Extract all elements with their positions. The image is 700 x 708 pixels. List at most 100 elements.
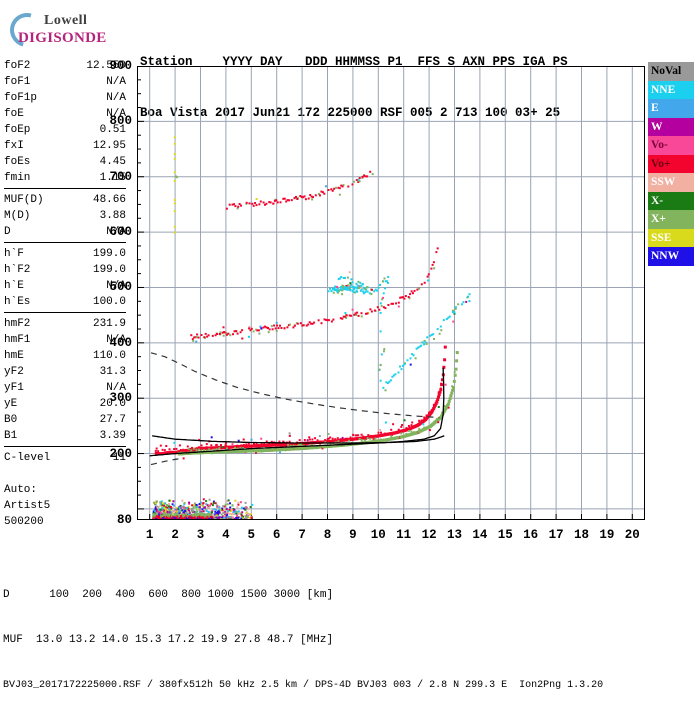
footer-muf-row: MUF 13.0 13.2 14.0 15.3 17.2 19.9 27.8 4… [3, 634, 334, 646]
param-row: foF1p N/A [4, 90, 126, 106]
param-key: h`F2 [4, 264, 31, 276]
series-second-hop-F2 [190, 247, 439, 343]
param-key: B1 [4, 430, 18, 442]
footer-distance-row: D 100 200 400 600 800 1000 1500 3000 [km… [3, 589, 334, 601]
param-row: foEs 4.45 [4, 154, 126, 170]
ionogram-plot[interactable] [137, 66, 645, 520]
plot-frame [137, 66, 645, 520]
x-tick-label: 12 [421, 528, 437, 542]
param-row: B0 27.7 [4, 412, 126, 428]
x-tick-label: 2 [171, 528, 179, 542]
station-header-labels: Station YYYY DAY DDD HHMMSS P1 FFS S AXN… [140, 55, 568, 69]
legend-item-sse[interactable]: SSE [648, 228, 694, 247]
param-row: B1 3.39 [4, 428, 126, 444]
legend-item-w[interactable]: W [648, 117, 694, 136]
x-tick-label: 11 [396, 528, 412, 542]
legend-item-x-[interactable]: X- [648, 191, 694, 210]
y-tick-label: 800 [109, 114, 132, 129]
param-row: yF2 31.3 [4, 364, 126, 380]
x-tick-label: 10 [370, 528, 386, 542]
param-row: h`F 199.0 [4, 246, 126, 262]
param-value: 11 [112, 452, 126, 464]
auto-method: Artist5 [4, 500, 51, 512]
legend-item-noval[interactable]: NoVal [648, 62, 694, 81]
param-key: h`F [4, 248, 24, 260]
param-value: 4.45 [99, 156, 126, 168]
legend-item-vo-[interactable]: Vo- [648, 136, 694, 155]
param-value: N/A [106, 382, 126, 394]
param-value: 48.66 [92, 194, 126, 206]
series-profile-lower-branch [152, 435, 445, 444]
x-axis-labels: 1 2 3 4 5 6 7 8 9 10 11 12 13 14 15 16 17 18 19 20 [137, 528, 645, 544]
auto-label: Auto: [4, 484, 38, 496]
legend-item-nne[interactable]: NNE [648, 80, 694, 99]
param-value: 12.550 [86, 60, 126, 72]
param-value: 20.0 [99, 398, 126, 410]
param-group: MUF(D) 48.66 M(D) 3.88 D N/A [4, 192, 126, 243]
param-value: 3.39 [99, 430, 126, 442]
logo-brand-bottom: DIGISONDE [18, 30, 107, 46]
legend-item-vo-[interactable]: Vo+ [648, 154, 694, 173]
param-key: foEp [4, 124, 31, 136]
grid-lines [137, 66, 645, 520]
param-key: foF2 [4, 60, 31, 72]
tick-marks [137, 66, 633, 520]
x-tick-label: 17 [548, 528, 564, 542]
series-third-hop-F2 [225, 170, 374, 210]
param-row: M(D) 3.88 [4, 208, 126, 224]
param-row: foF1 N/A [4, 74, 126, 90]
param-value: N/A [106, 108, 126, 120]
param-value: N/A [106, 76, 126, 88]
ionogram-parameter-table: foF2 12.550 foF1 N/A foF1p N/A foE N/A foEp 0.51 f… [4, 58, 126, 471]
param-group: hmF2 231.9 hmF1 N/A hmE 110.0 yF2 31.3 yF1 N/A yE 2… [4, 316, 126, 447]
param-value: 100.0 [92, 296, 126, 308]
param-key: M(D) [4, 210, 31, 222]
legend-item-nnw[interactable]: NNW [648, 247, 694, 266]
param-value: 1.15 [99, 172, 126, 184]
y-tick-label: 80 [116, 513, 132, 527]
x-tick-label: 9 [349, 528, 357, 542]
legend-item-e[interactable]: E [648, 99, 694, 118]
param-row: hmF2 231.9 [4, 316, 126, 332]
direction-legend[interactable]: NoVal NNE E W Vo- Vo+ SSW X- X+ SSE NNW [648, 62, 694, 266]
param-row: hmE 110.0 [4, 348, 126, 364]
param-row: foF2 12.550 [4, 58, 126, 74]
param-value: 27.7 [99, 414, 126, 426]
param-value: 3.88 [99, 210, 126, 222]
y-tick-label: 500 [109, 280, 132, 295]
param-value: N/A [106, 92, 126, 104]
param-key: foE [4, 108, 24, 120]
param-key: hmF2 [4, 318, 31, 330]
param-row: fmin 1.15 [4, 170, 126, 186]
param-key: fxI [4, 140, 24, 152]
y-tick-label: 300 [109, 391, 132, 406]
logo-brand-top: Lowell [44, 13, 88, 28]
y-tick-label: 400 [109, 335, 132, 350]
param-row: foEp 0.51 [4, 122, 126, 138]
param-row: h`E N/A [4, 278, 126, 294]
param-key: h`Es [4, 296, 31, 308]
param-key: hmE [4, 350, 24, 362]
legend-item-ssw[interactable]: SSW [648, 173, 694, 192]
param-row: foE N/A [4, 106, 126, 122]
auto-code: 500200 [4, 516, 44, 528]
param-value: 110.0 [92, 350, 126, 362]
param-row: C-level 11 [4, 450, 126, 466]
x-tick-label: 8 [323, 528, 332, 542]
param-key: foEs [4, 156, 31, 168]
series-dashed-lower-curve [150, 457, 181, 466]
y-tick-label: 900 [109, 59, 132, 73]
param-key: D [4, 226, 11, 238]
x-tick-label: 15 [497, 528, 513, 542]
param-value: 12.95 [92, 140, 126, 152]
x-tick-label: 14 [472, 528, 488, 542]
x-tick-label: 7 [298, 528, 306, 542]
x-tick-label: 13 [446, 528, 463, 542]
param-key: yF1 [4, 382, 24, 394]
series-yellow-SSE-column [173, 136, 178, 234]
param-value: 31.3 [99, 366, 126, 378]
param-key: yE [4, 398, 18, 410]
legend-item-x-[interactable]: X+ [648, 210, 694, 229]
param-key: fmin [4, 172, 31, 184]
param-row: fxI 12.95 [4, 138, 126, 154]
